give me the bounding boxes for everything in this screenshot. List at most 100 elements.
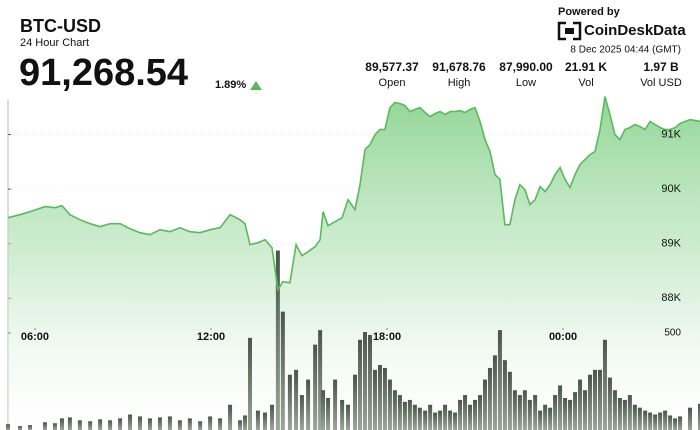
volume-bar — [262, 412, 267, 430]
symbol: BTC-USD — [20, 16, 101, 36]
volume-bar — [6, 424, 10, 430]
y-tick-label: 88K — [661, 292, 681, 304]
volume-bar — [28, 425, 33, 430]
volume-bar — [128, 414, 133, 430]
volume-bar — [482, 379, 487, 430]
volume-bar — [558, 385, 563, 430]
volume-bar — [497, 330, 502, 430]
volume-bar — [77, 420, 82, 430]
volume-bar — [42, 422, 47, 430]
volume-bar — [270, 404, 275, 430]
volume-bar — [698, 403, 700, 430]
volume-bar — [243, 415, 248, 430]
volume-bar — [306, 379, 311, 430]
volume-bar — [533, 395, 538, 430]
plot: 88K 89K 90K 91K 500 06:00 12:00 18:00 00:00 — [6, 96, 700, 430]
stat-label: Open — [379, 77, 406, 89]
volume-bar — [563, 397, 568, 430]
volume-bar — [423, 410, 428, 430]
volume-bar — [507, 371, 512, 430]
volume-bar — [468, 404, 473, 430]
volume-bar — [543, 404, 548, 430]
volume-bar — [402, 401, 407, 430]
stat-value: 21.91 K — [565, 60, 607, 74]
volume-bar — [573, 392, 578, 430]
volume-bar — [428, 404, 433, 430]
volume-bar — [228, 404, 233, 430]
volume-bar — [18, 426, 23, 430]
volume-bar — [617, 397, 622, 430]
brand: CoinDeskData — [584, 22, 686, 39]
volume-bar — [637, 407, 642, 430]
volume-bar — [98, 419, 103, 430]
price-line — [7, 96, 700, 292]
volume-bar — [280, 311, 285, 430]
volume-bar — [658, 412, 663, 430]
powered-by: Powered by — [558, 6, 621, 18]
volume-bar — [568, 399, 573, 430]
volume-bar — [157, 417, 162, 430]
volume-bar — [294, 369, 299, 430]
x-tick-label: 18:00 — [373, 331, 401, 343]
stat-label: Low — [516, 77, 536, 89]
subtitle: 24 Hour Chart — [20, 37, 89, 49]
volume-bar — [612, 390, 617, 430]
price: 91,268.54 — [19, 52, 188, 94]
volume-bar — [326, 397, 331, 430]
volume-bar — [512, 390, 517, 430]
up-arrow — [250, 81, 262, 90]
volume-bar — [377, 365, 382, 430]
volume-bar — [648, 412, 653, 430]
stat-value: 1.97 B — [643, 60, 679, 74]
volume-bar — [397, 395, 402, 430]
volume-bar — [678, 416, 683, 430]
volume-bar — [313, 344, 318, 430]
volume-bar — [353, 374, 358, 430]
volume-bar — [622, 399, 627, 430]
volume-bar — [663, 410, 668, 430]
volume-bar — [321, 390, 326, 430]
volume-bar — [597, 369, 602, 430]
volume-bar — [643, 410, 648, 430]
volume-bar — [248, 337, 253, 430]
brand-logo — [557, 21, 582, 41]
volume-bar — [88, 421, 93, 430]
volume-bar — [578, 379, 583, 430]
y-tick-label: 91K — [661, 128, 681, 140]
x-tick-label: 06:00 — [21, 331, 49, 343]
volume-bar — [238, 420, 243, 430]
volume-bar — [255, 410, 260, 430]
volume-bar — [453, 412, 458, 430]
volume-bar — [382, 367, 387, 430]
stat-value: 91,678.76 — [432, 60, 486, 74]
volume-bar — [407, 399, 412, 430]
volume-bar — [502, 360, 507, 430]
volume-bar — [392, 390, 397, 430]
volume-bar — [108, 420, 113, 430]
stat-label: Vol — [578, 77, 593, 89]
volume-bar — [653, 414, 658, 430]
volume-bar — [433, 412, 438, 430]
volume-bar — [583, 390, 588, 430]
y2-tick-label: 500 — [664, 328, 681, 339]
volume-bar — [318, 330, 323, 430]
volume-bar — [218, 418, 223, 430]
volume-bar — [473, 399, 478, 430]
volume-bar — [358, 339, 363, 430]
volume-bar — [668, 415, 673, 430]
volume-bar — [177, 420, 182, 430]
volume-bar — [553, 395, 558, 430]
volume-bar — [417, 407, 422, 430]
volume-bar — [208, 416, 213, 430]
volume-bar — [477, 395, 482, 430]
volume-bar — [372, 369, 377, 430]
volume-bar — [187, 418, 192, 430]
volume-bar — [522, 390, 527, 430]
stats: 89,577.37 Open 91,678.76 High 87,990.00 Low 21… — [365, 60, 682, 89]
x-tick-label: 00:00 — [549, 331, 577, 343]
volume-bar — [340, 399, 345, 430]
volume-bar — [538, 410, 543, 430]
